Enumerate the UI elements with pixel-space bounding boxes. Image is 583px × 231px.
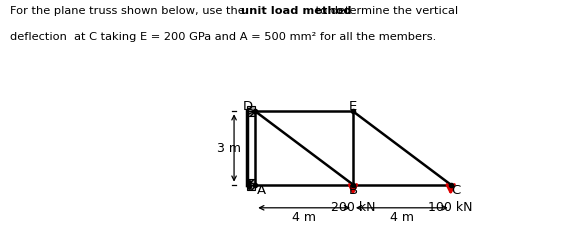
Text: B: B <box>349 184 357 197</box>
Text: deflection  at C taking ​E​ = 200 GPa and ​A​ = 500 mm² for all the members.: deflection at C taking ​E​ = 200 GPa and… <box>10 32 437 42</box>
FancyBboxPatch shape <box>248 107 255 117</box>
Text: E: E <box>349 100 357 113</box>
Text: D: D <box>243 100 253 113</box>
Text: unit load method: unit load method <box>241 6 352 16</box>
Text: 3 m: 3 m <box>217 142 241 155</box>
Text: A: A <box>257 184 266 197</box>
Text: 4 m: 4 m <box>390 210 414 223</box>
Text: 100 kN: 100 kN <box>429 201 473 213</box>
Text: 200 kN: 200 kN <box>331 201 375 213</box>
Text: C: C <box>451 184 461 197</box>
Text: 4 m: 4 m <box>292 210 316 223</box>
Text: to determine the vertical: to determine the vertical <box>312 6 458 16</box>
FancyBboxPatch shape <box>248 179 255 190</box>
Text: For the plane truss shown below, use the: For the plane truss shown below, use the <box>10 6 249 16</box>
